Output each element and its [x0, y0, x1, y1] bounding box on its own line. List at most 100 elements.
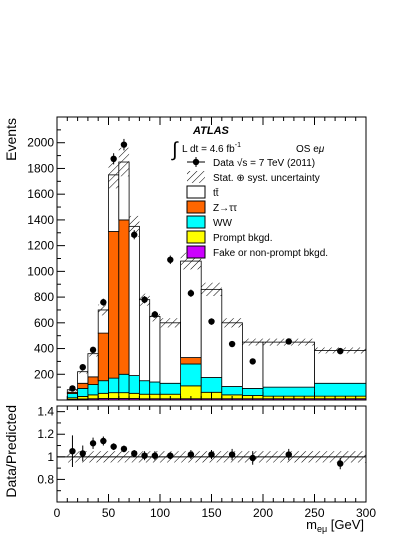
data-point-6 [131, 231, 138, 238]
bar-ww-14 [262, 386, 315, 397]
bar-ww-4 [108, 377, 120, 394]
bar-ww-12 [221, 386, 243, 396]
bar-ww-5 [118, 373, 130, 394]
ratio-point-13 [249, 454, 256, 462]
legend-swatch-fake [186, 245, 206, 259]
legend-label-prompt: Prompt bkgd. [213, 233, 272, 244]
bar-ttbar-11 [200, 288, 223, 378]
data-point-9 [167, 256, 174, 263]
legend-unc-swatch [187, 171, 205, 183]
bar-ttbar-9 [159, 322, 182, 384]
legend-data-marker [192, 158, 200, 166]
bar-ttbar-10 [180, 260, 202, 358]
bar-prompt-4 [108, 392, 120, 399]
ratio-point-0 [69, 447, 76, 455]
main-ytick-label-0: 200 [34, 367, 54, 381]
ratio-y-axis-label: Data/Predicted [3, 405, 19, 498]
uncertainty-band-bin-3 [98, 304, 109, 316]
bar-ww-7 [138, 380, 151, 395]
ratio-ytick-label-3: 1.4 [37, 405, 54, 419]
main-ytick-label-3: 800 [34, 290, 54, 304]
bar-ww-1 [77, 388, 89, 397]
main-ytick-label-5: 1200 [27, 239, 54, 253]
uncertainty-band-bin-9 [160, 318, 181, 328]
bar-ww-9 [159, 382, 182, 395]
ratio-point-10 [187, 451, 195, 458]
uncertainty-band-bin-11 [201, 282, 222, 297]
uncertainty-band-bin-13 [242, 338, 263, 346]
legend-entry-prompt: Prompt bkgd. [186, 230, 272, 244]
x-axis-label: meμ [GeV] [306, 517, 364, 534]
bar-ww-11 [200, 377, 223, 393]
bar-ww-13 [241, 388, 264, 396]
lumi-integral-symbol: ∫ [171, 139, 179, 161]
xtick-label-1: 50 [102, 506, 116, 520]
data-point-2 [89, 346, 97, 354]
bar-prompt-5 [118, 392, 130, 399]
legend-entry-fake: Fake or non-prompt bkgd. [186, 245, 328, 259]
legend-entry-unc: Stat. ⊕ syst. uncertainty [187, 171, 320, 184]
xtick-label-5: 250 [304, 506, 324, 520]
legend-label-ztautau: Z→ττ [213, 203, 237, 214]
data-point-12 [228, 340, 236, 348]
main-x-ticks [56, 117, 367, 400]
ratio-point-12 [228, 451, 236, 458]
data-point-1 [79, 363, 86, 371]
lumi-label: L dt = 4.6 fb-1 [182, 142, 241, 155]
xtick-label-2: 100 [150, 506, 170, 520]
bar-ztautau-4 [108, 231, 120, 379]
legend-label-fake: Fake or non-prompt bkgd. [213, 248, 328, 259]
x-axis-label-unit: [GeV] [327, 517, 364, 532]
bar-ttbar-7 [138, 299, 151, 382]
ratio-data-points [69, 435, 344, 470]
main-ytick-label-7: 1600 [27, 187, 54, 201]
bar-ttbar-14 [262, 341, 315, 388]
ratio-point-4 [110, 443, 117, 450]
channel-label: OS eμ [296, 144, 325, 155]
main-ytick-label-8: 1800 [27, 161, 54, 175]
ratio-point-6 [131, 450, 138, 457]
ratio-point-1 [79, 450, 86, 457]
main-y-ticks: 200 400 600 800 1000 1200 1400 1600 1800 2000 [27, 116, 65, 401]
ratio-point-14 [285, 451, 292, 458]
lumi-exponent: -1 [235, 142, 241, 149]
legend-label-data: Data √s = 7 TeV (2011) [213, 157, 315, 169]
legend: Data √s = 7 TeV (2011) Stat. ⊕ syst. unce… [186, 157, 328, 259]
legend-label-ttbar: tt̄ [213, 187, 219, 199]
ratio-point-5 [120, 445, 128, 453]
bar-ww-3 [97, 380, 109, 394]
bar-ww-8 [149, 381, 161, 395]
legend-label-unc: Stat. ⊕ syst. uncertainty [213, 173, 320, 184]
data-point-4 [110, 155, 117, 163]
uncertainty-band-bin-2 [87, 350, 99, 357]
ratio-y-ticks: 0.8 1 1.2 1.4 [37, 405, 65, 492]
data-point-0 [69, 385, 76, 392]
ratio-ytick-label-2: 1.2 [37, 427, 54, 441]
uncertainty-band-bin-6 [129, 215, 140, 237]
bar-ttbar-15 [314, 350, 367, 384]
lumi-text: L dt = 4.6 fb [182, 144, 235, 155]
bar-ww-0 [66, 393, 79, 399]
bar-ttbar-1 [77, 371, 89, 384]
bar-ww-10 [180, 363, 202, 387]
ratio-point-8 [151, 452, 159, 459]
bar-ztautau-10 [180, 357, 202, 365]
ratio-point-15 [337, 460, 344, 467]
bar-ww-15 [314, 382, 367, 397]
data-point-7 [141, 296, 148, 303]
main-ytick-label-2: 600 [34, 316, 54, 330]
bar-ztautau-1 [77, 382, 89, 389]
bar-ztautau-2 [87, 376, 99, 385]
bar-ttbar-12 [221, 322, 243, 387]
legend-entry-ww: WW [186, 215, 232, 229]
ratio-x-ticks: 0 50 100 150 200 250 300 [54, 406, 376, 520]
xtick-label-0: 0 [54, 506, 61, 520]
ratio-point-9 [167, 452, 174, 459]
main-ytick-label-1: 400 [34, 342, 54, 356]
uncertainty-band-bin-12 [221, 318, 243, 328]
bar-ttbar-8 [149, 315, 161, 383]
ratio-point-7 [141, 452, 148, 459]
bar-prompt-2 [87, 394, 99, 400]
main-ytick-label-4: 1000 [27, 264, 54, 278]
bar-ztautau-5 [118, 219, 130, 375]
